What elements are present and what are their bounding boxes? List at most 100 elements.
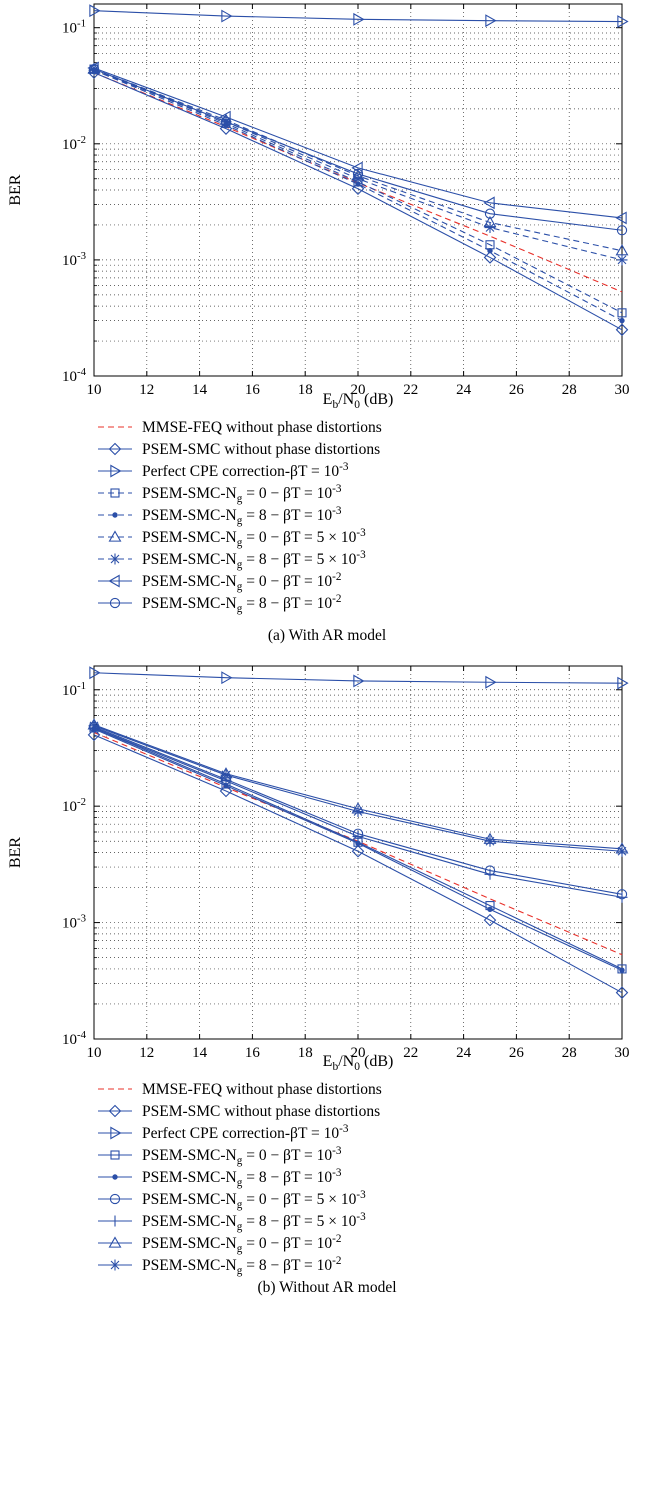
marker-triangle-left	[219, 110, 231, 124]
x-tick-label: 28	[562, 382, 577, 398]
marker-triangle-right	[89, 666, 101, 680]
marker-asterisk	[616, 845, 628, 857]
marker-dot	[619, 967, 625, 973]
legend-label: MMSE-FEQ without phase distortions	[142, 1081, 382, 1098]
legend-item: PSEM-SMC-Ng = 8 − βT = 5 × 10-3​	[98, 549, 366, 571]
marker-triangle-left	[108, 574, 120, 588]
legend-label: PSEM-SMC-Ng = 8 − βT = 10-3​	[142, 505, 342, 527]
x-tick-label: 16	[245, 382, 261, 398]
marker-triangle-right	[221, 671, 233, 685]
series-3	[89, 64, 627, 318]
marker-diamond	[351, 844, 365, 858]
legend: MMSE-FEQ without phase distortions PSEM-S…	[98, 1081, 382, 1277]
marker-triangle-right	[617, 676, 629, 690]
x-tick-label: 28	[562, 1045, 577, 1061]
marker-asterisk	[352, 806, 364, 818]
marker-triangle-right	[353, 12, 365, 26]
legend-label: PSEM-SMC-Ng = 8 − βT = 5 × 10-3​	[142, 549, 366, 571]
x-tick-label: 30	[615, 382, 630, 398]
marker-asterisk	[109, 1259, 121, 1271]
series-line	[93, 727, 623, 970]
marker-dot	[112, 1174, 118, 1180]
marker-diamond	[351, 182, 365, 196]
marker-asterisk	[88, 64, 100, 76]
legend-label: PSEM-SMC-Ng = 8 − βT = 10-2​	[142, 1255, 341, 1277]
legend-label: PSEM-SMC-Ng = 0 − βT = 5 × 10-3​	[142, 527, 366, 549]
series-4	[91, 726, 625, 973]
y-tick-label: 10-3​	[62, 913, 86, 932]
series-line	[93, 68, 623, 231]
marker-asterisk	[109, 553, 121, 565]
marker-asterisk	[484, 835, 496, 847]
legend-label: PSEM-SMC-Ng = 8 − βT = 10-2​	[142, 593, 341, 615]
grid	[94, 4, 622, 376]
series-line	[93, 68, 623, 314]
series-0	[93, 72, 623, 293]
legend-item: Perfect CPE correction-βT = 10-3​	[98, 1123, 349, 1142]
marker-diamond	[483, 913, 497, 927]
y-axis-label: BER	[7, 837, 24, 868]
marker-triangle-right	[110, 464, 122, 478]
x-axis: 10 12 14 16 18 20 22 24 26 28 30	[87, 4, 630, 398]
series-line	[93, 67, 623, 219]
marker-asterisk	[616, 254, 628, 266]
marker-dot	[487, 906, 493, 913]
legend-item: PSEM-SMC-Ng = 0 − βT = 5 × 10-3​	[98, 527, 366, 549]
legend-label: PSEM-SMC-Ng = 0 − βT = 5 × 10-3​	[142, 1189, 366, 1211]
grid	[94, 666, 622, 1039]
x-tick-label: 10	[87, 382, 102, 398]
chart-panel-b: 101214161820222426283010-1​10-2​10-3​10-…	[7, 665, 630, 1296]
marker-diamond	[87, 728, 101, 742]
marker-square	[617, 308, 627, 318]
x-tick-label: 24	[456, 382, 472, 398]
legend-item: PSEM-SMC-Ng = 0 − βT = 10-2​	[98, 571, 341, 593]
marker-triangle-right	[485, 675, 497, 689]
series-line	[93, 10, 623, 23]
legend-item: PSEM-SMC-Ng = 0 − βT = 10-3​	[98, 483, 342, 505]
marker-diamond	[615, 323, 629, 337]
marker-asterisk	[88, 720, 100, 732]
legend-item: Perfect CPE correction-βT = 10-3​	[98, 461, 349, 480]
marker-plus	[109, 1215, 121, 1227]
x-tick-label: 16	[245, 1045, 261, 1061]
legend-item: MMSE-FEQ without phase distortions	[98, 1081, 382, 1098]
legend-item: PSEM-SMC-Ng = 8 − βT = 10-3​	[98, 505, 342, 527]
x-tick-label: 22	[403, 1045, 418, 1061]
y-axis: 10-1​ 10-2​ 10-3​ 10-4​	[62, 680, 622, 1048]
series-8	[88, 720, 628, 857]
legend-item: PSEM-SMC without phase distortions	[98, 1103, 380, 1120]
legend-label: PSEM-SMC-Ng = 8 − βT = 10-3​	[142, 1167, 342, 1189]
legend-item: PSEM-SMC-Ng = 8 − βT = 10-2​	[98, 1255, 341, 1277]
x-tick-label: 12	[139, 1045, 154, 1061]
marker-triangle-right	[617, 15, 629, 28]
series-2	[89, 666, 629, 690]
marker-asterisk	[220, 769, 232, 781]
y-axis-label: BER	[7, 174, 24, 205]
series-line	[93, 72, 623, 293]
legend-label: PSEM-SMC without phase distortions	[142, 1103, 380, 1120]
legend-label: MMSE-FEQ without phase distortions	[142, 419, 382, 436]
legend-item: PSEM-SMC-Ng = 8 − βT = 5 × 10-3​	[98, 1211, 366, 1233]
legend-label: Perfect CPE correction-βT = 10-3​	[142, 1123, 349, 1142]
x-tick-label: 24	[456, 1045, 472, 1061]
marker-triangle-right	[89, 4, 101, 18]
legend-label: PSEM-SMC without phase distortions	[142, 441, 380, 458]
marker-dot	[487, 248, 493, 254]
legend-label: PSEM-SMC-Ng = 0 − βT = 10-2​	[142, 1233, 341, 1255]
marker-triangle-up	[108, 1236, 122, 1248]
x-tick-label: 30	[615, 1045, 630, 1061]
series-line	[93, 72, 623, 331]
marker-diamond	[615, 986, 629, 999]
legend-item: PSEM-SMC-Ng = 8 − βT = 10-3​	[98, 1167, 342, 1189]
marker-dot	[112, 512, 118, 518]
x-tick-label: 26	[509, 1045, 525, 1061]
y-tick-label: 10-2​	[62, 134, 86, 153]
marker-triangle-left	[483, 196, 495, 210]
series-1	[87, 728, 629, 999]
x-tick-label: 26	[509, 382, 525, 398]
legend-label: Perfect CPE correction-βT = 10-3​	[142, 461, 349, 480]
marker-triangle-left	[351, 161, 363, 175]
y-axis: 10-1​ 10-2​ 10-3​ 10-4​	[62, 18, 622, 385]
figure-caption: (a) With AR model	[268, 627, 386, 644]
